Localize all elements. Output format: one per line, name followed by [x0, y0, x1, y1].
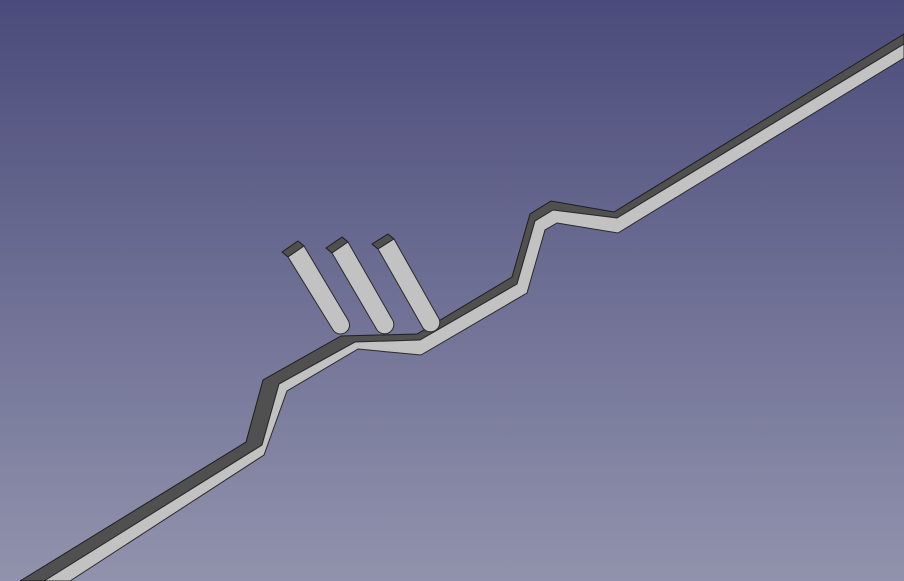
pin-1-face — [287, 245, 350, 335]
pin-1[interactable] — [281, 240, 350, 335]
strip-front-face[interactable] — [43, 43, 904, 581]
pin-3[interactable] — [371, 233, 441, 333]
strip-top-side[interactable] — [19, 33, 904, 581]
pin-2[interactable] — [325, 236, 395, 335]
pin-3-face — [377, 238, 441, 333]
pin-2-face — [331, 241, 395, 335]
